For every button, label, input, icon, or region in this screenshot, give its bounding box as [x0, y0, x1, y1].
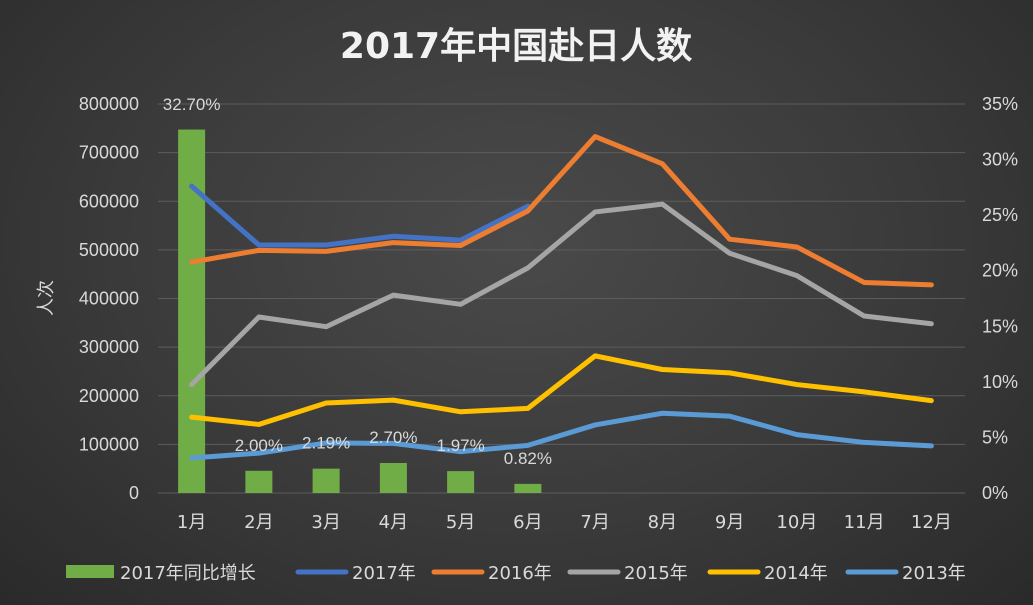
bar-data-label: 1.97%: [437, 436, 485, 455]
bar: [245, 470, 273, 493]
y-tick-label: 300000: [79, 337, 139, 357]
y-tick-label: 0: [129, 483, 139, 503]
legend-swatch-bar: [66, 565, 114, 578]
legend: 2017年同比增长 2017年 2016年 2015年 2014年 2013年: [66, 563, 966, 584]
bar: [178, 129, 206, 493]
y-tick-label: 500000: [79, 240, 139, 260]
y-tick-label: 100000: [79, 434, 139, 454]
legend-label: 2015年: [624, 563, 688, 584]
legend-label: 2017年: [352, 563, 416, 584]
x-tick-label: 4月: [379, 512, 408, 533]
x-tick-label: 10月: [776, 512, 817, 533]
x-tick-label: 12月: [911, 512, 952, 533]
legend-label: 2017年同比增长: [120, 563, 256, 584]
bar: [379, 462, 407, 493]
bar-data-label: 32.70%: [163, 95, 221, 114]
bar: [514, 483, 542, 493]
legend-label: 2016年: [488, 563, 552, 584]
y2-tick-label: 5%: [982, 427, 1008, 447]
y2-tick-label: 10%: [982, 372, 1018, 392]
y-tick-label: 800000: [79, 94, 139, 114]
y-tick-label: 400000: [79, 289, 139, 309]
series-line-0: [189, 183, 531, 248]
y2-tick-label: 15%: [982, 316, 1018, 336]
y-axis-label: 人次: [36, 280, 57, 316]
series-line-4: [189, 410, 934, 461]
x-tick-label: 8月: [648, 512, 677, 533]
y2-tick-label: 0%: [982, 483, 1008, 503]
bar-series: [178, 129, 542, 493]
bar: [312, 468, 340, 493]
series-line-2: [189, 201, 934, 388]
y2-tick-label: 20%: [982, 261, 1018, 281]
x-tick-label: 11月: [844, 512, 885, 533]
bar-data-label: 2.70%: [369, 428, 417, 447]
y-tick-label: 600000: [79, 191, 139, 211]
series-line-3: [189, 353, 934, 427]
x-axis-ticks: 1月 2月 3月 4月 5月 6月 7月 8月 9月 10月 11月 12月: [177, 512, 952, 533]
bar-data-labels: 32.70% 2.00% 2.19% 2.70% 1.97% 0.82%: [163, 95, 552, 468]
x-tick-label: 1月: [177, 512, 206, 533]
y-tick-label: 700000: [79, 143, 139, 163]
x-tick-label: 6月: [513, 512, 542, 533]
y-tick-label: 200000: [79, 386, 139, 406]
bar-data-label: 2.19%: [302, 434, 350, 453]
bar: [447, 471, 475, 493]
y-axis-ticks: 0 100000 200000 300000 400000 500000 600000 700…: [79, 94, 139, 503]
y2-tick-label: 35%: [982, 94, 1018, 114]
y2-axis-ticks: 0% 5% 10% 15% 20% 25% 30% 35%: [982, 94, 1018, 503]
legend-label: 2013年: [902, 563, 966, 584]
y2-tick-label: 30%: [982, 150, 1018, 170]
x-tick-label: 2月: [244, 512, 273, 533]
y2-tick-label: 25%: [982, 205, 1018, 225]
x-tick-label: 7月: [580, 512, 609, 533]
x-tick-label: 5月: [446, 512, 475, 533]
legend-label: 2014年: [764, 563, 828, 584]
series-line-1: [189, 134, 934, 288]
bar-data-label: 2.00%: [235, 436, 283, 455]
x-tick-label: 3月: [311, 512, 340, 533]
line-series-group: [189, 134, 934, 461]
bar-data-label: 0.82%: [504, 449, 552, 468]
chart-title: 2017年中国赴日人数: [340, 26, 692, 67]
x-tick-label: 9月: [715, 512, 744, 533]
